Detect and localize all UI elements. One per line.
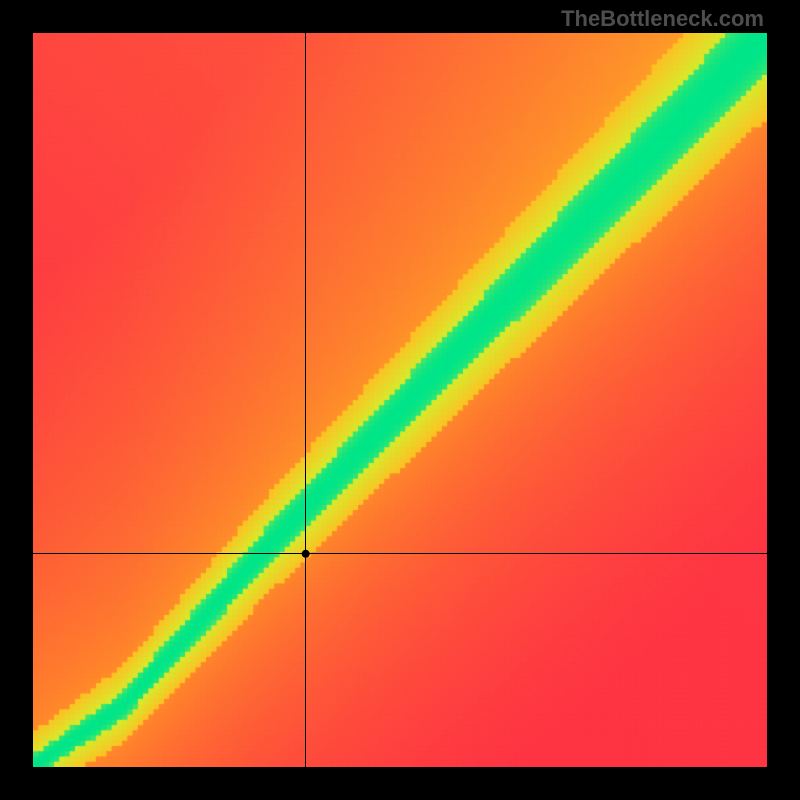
crosshair-horizontal-line xyxy=(33,553,767,554)
watermark-text: TheBottleneck.com xyxy=(561,6,764,32)
bottleneck-heatmap xyxy=(33,33,767,767)
crosshair-vertical-line xyxy=(305,33,306,767)
chart-frame: TheBottleneck.com xyxy=(0,0,800,800)
